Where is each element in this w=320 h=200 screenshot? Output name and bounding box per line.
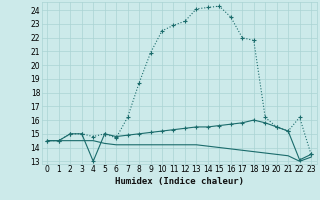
X-axis label: Humidex (Indice chaleur): Humidex (Indice chaleur) xyxy=(115,177,244,186)
